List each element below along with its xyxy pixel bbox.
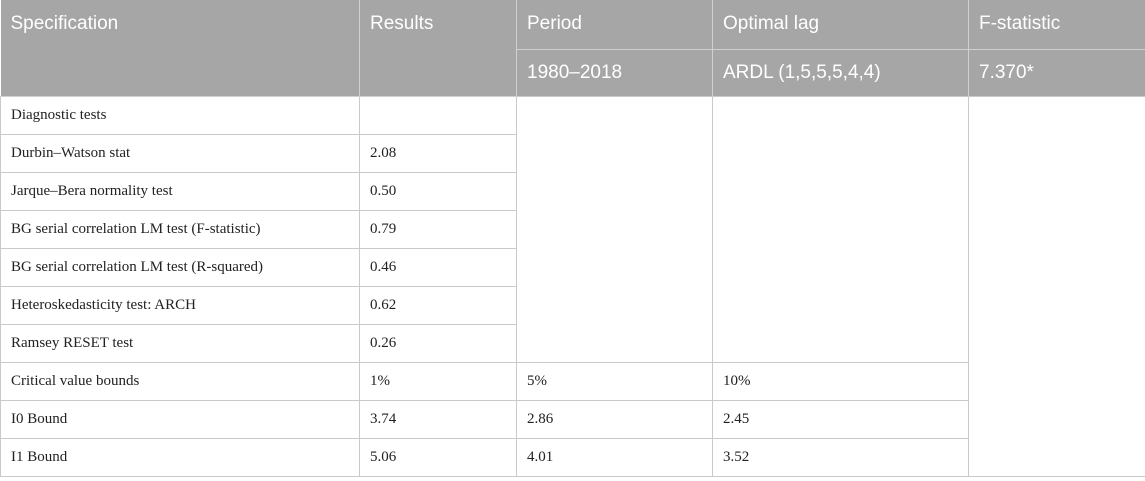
- table-row: I0 Bound 3.74 2.86 2.45: [0, 399, 1145, 439]
- table-row: Diagnostic tests: [0, 95, 1145, 477]
- bounds-value-1: 5.06: [359, 437, 517, 477]
- table-row: I1 Bound 5.06 4.01 3.52: [0, 437, 1145, 477]
- bounds-label: Critical value bounds: [0, 361, 360, 401]
- bounds-label: I1 Bound: [0, 437, 360, 477]
- row-result: 0.79: [359, 209, 517, 249]
- header-f-statistic-value: 7.370*: [968, 49, 1145, 96]
- header-optimal-lag: Optimal lag: [712, 0, 969, 50]
- table-row: BG serial correlation LM test (R-squared…: [0, 247, 1145, 287]
- table-body: Diagnostic tests Durbin–Watson stat 2.08…: [0, 95, 1145, 477]
- table-row: Heteroskedasticity test: ARCH 0.62: [0, 285, 1145, 325]
- bounds-value-3: 2.45: [712, 399, 969, 439]
- row-result: [359, 95, 517, 135]
- row-result: 0.50: [359, 171, 517, 211]
- empty-cell: [968, 95, 1145, 477]
- bounds-value-2: 2.86: [516, 399, 713, 439]
- header-specification: Specification: [0, 0, 360, 97]
- header-period-value: 1980–2018: [516, 49, 713, 96]
- row-label: Ramsey RESET test: [0, 323, 360, 363]
- header-f-statistic: F-statistic: [968, 0, 1145, 50]
- row-result: 2.08: [359, 133, 517, 173]
- header-period: Period: [516, 0, 713, 50]
- row-result: 0.26: [359, 323, 517, 363]
- row-label: BG serial correlation LM test (F-statist…: [0, 209, 360, 249]
- table-row: Jarque–Bera normality test 0.50: [0, 171, 1145, 211]
- bounds-value-3: 3.52: [712, 437, 969, 477]
- row-label: Jarque–Bera normality test: [0, 171, 360, 211]
- table-row: BG serial correlation LM test (F-statist…: [0, 209, 1145, 249]
- table-row: Ramsey RESET test 0.26: [0, 323, 1145, 363]
- bounds-value-1: 3.74: [359, 399, 517, 439]
- empty-cell: [712, 95, 969, 363]
- bounds-value-1: 1%: [359, 361, 517, 401]
- row-label: Diagnostic tests: [0, 95, 360, 135]
- table-row: Critical value bounds 1% 5% 10%: [0, 361, 1145, 401]
- row-result: 0.46: [359, 247, 517, 287]
- bounds-label: I0 Bound: [0, 399, 360, 439]
- row-label: Heteroskedasticity test: ARCH: [0, 285, 360, 325]
- row-result: 0.62: [359, 285, 517, 325]
- bounds-value-2: 5%: [516, 361, 713, 401]
- table-row: Durbin–Watson stat 2.08: [0, 133, 1145, 173]
- row-label: BG serial correlation LM test (R-squared…: [0, 247, 360, 287]
- table-header: Specification Results Period Optimal lag…: [0, 0, 1145, 97]
- header-results: Results: [359, 0, 517, 97]
- empty-cell: [516, 95, 713, 363]
- header-optimal-lag-value: ARDL (1,5,5,5,4,4): [712, 49, 969, 96]
- bounds-value-3: 10%: [712, 361, 969, 401]
- row-label: Durbin–Watson stat: [0, 133, 360, 173]
- bounds-value-2: 4.01: [516, 437, 713, 477]
